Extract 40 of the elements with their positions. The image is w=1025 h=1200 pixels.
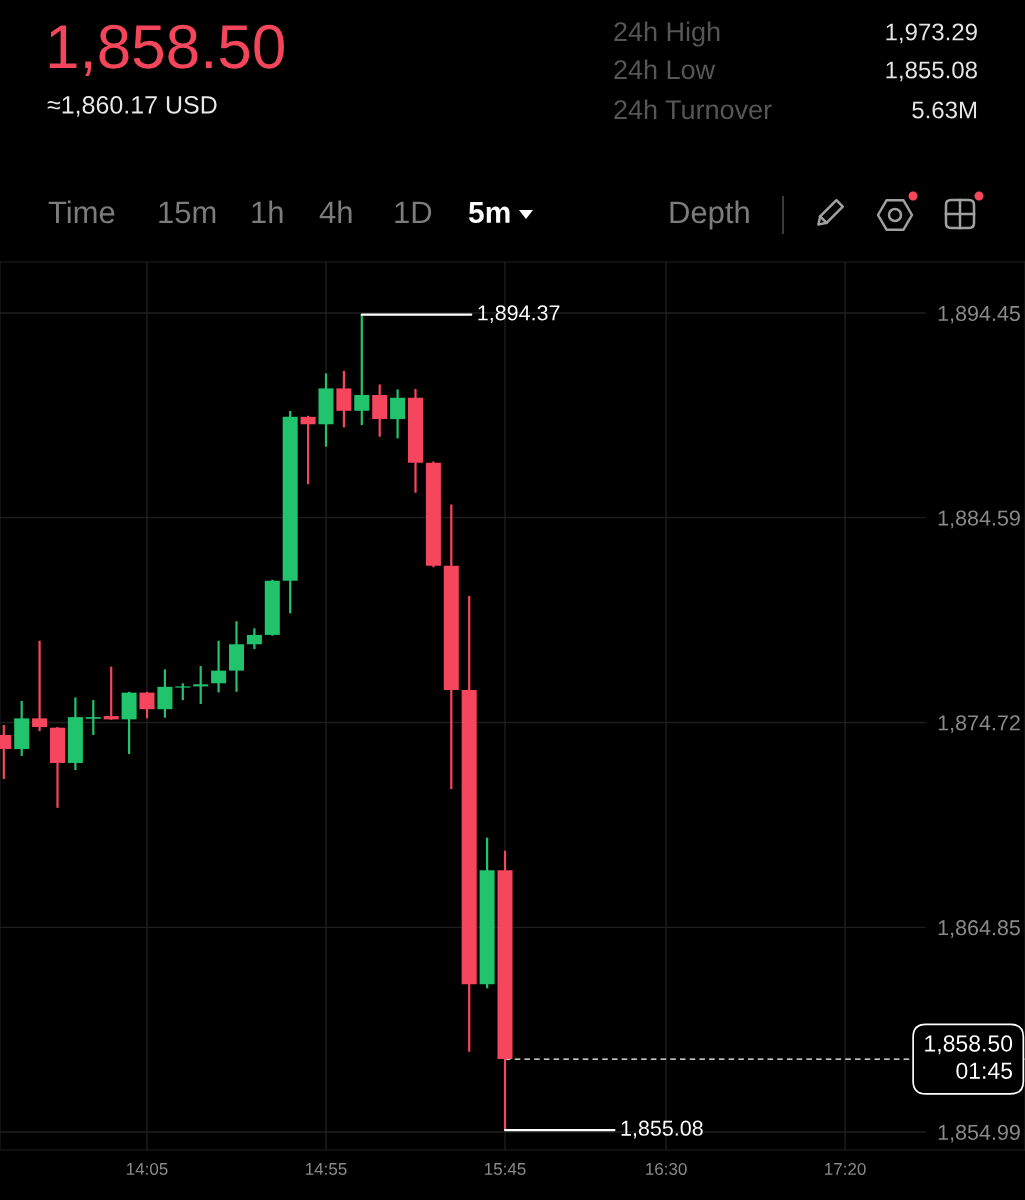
text: 1h bbox=[252, 200, 283, 224]
annotation: 1,894.37 bbox=[478, 305, 560, 324]
candlestick bbox=[354, 313, 370, 427]
candlestick bbox=[139, 690, 155, 720]
text: 24h Low bbox=[614, 59, 716, 80]
y-tick-label: 1,884.59 bbox=[938, 510, 1020, 529]
candlestick bbox=[211, 639, 227, 694]
x-tick-label: 17:20 bbox=[825, 1162, 866, 1175]
text: Depth bbox=[670, 200, 749, 230]
chart-title: 1,858.50 bbox=[49, 24, 284, 76]
candlestick bbox=[193, 664, 209, 706]
ref-line-label: 1,858.50 01:45 bbox=[925, 1035, 1013, 1079]
candlestick bbox=[85, 698, 101, 737]
candlestick bbox=[300, 414, 316, 486]
y-tick-label: 1,854.99 bbox=[938, 1124, 1020, 1143]
candlestick bbox=[157, 668, 173, 719]
text: 1,855.08 bbox=[886, 61, 977, 82]
y-tick-label: 1,894.45 bbox=[938, 305, 1020, 324]
candlestick bbox=[246, 627, 262, 651]
text: 4h bbox=[319, 200, 352, 224]
x-tick-label: 14:05 bbox=[127, 1162, 168, 1175]
text: Time bbox=[48, 200, 115, 224]
candlestick bbox=[103, 665, 119, 721]
candlestick bbox=[32, 639, 48, 733]
candlestick bbox=[390, 388, 406, 440]
chart-subtitle: ≈1,860.17 USD bbox=[47, 96, 217, 117]
candlestick bbox=[336, 369, 352, 429]
text: 5m bbox=[468, 202, 510, 224]
annotation: 1,855.08 bbox=[621, 1120, 703, 1139]
x-tick-label: 14:55 bbox=[306, 1163, 347, 1175]
text: 5.63M bbox=[912, 101, 977, 119]
y-tick-label: 1,874.72 bbox=[938, 715, 1020, 734]
x-tick-label: 16:30 bbox=[646, 1162, 687, 1175]
text: 1D bbox=[395, 201, 432, 224]
y-tick-label: 1,864.85 bbox=[938, 920, 1020, 938]
text: 15m bbox=[159, 201, 216, 224]
text: 24h Turnover bbox=[614, 99, 772, 120]
x-tick-label: 15:45 bbox=[485, 1163, 526, 1175]
text: 24h High bbox=[614, 21, 720, 47]
text: 1,973.29 bbox=[886, 23, 977, 44]
